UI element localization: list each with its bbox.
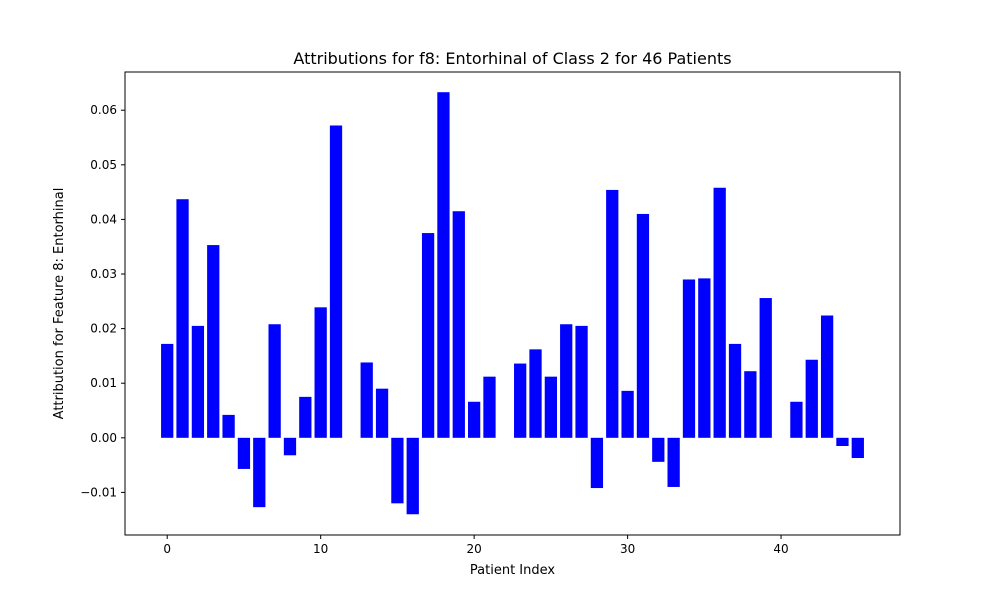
bars-group [161, 92, 864, 515]
y-tick-label: −0.01 [80, 485, 117, 499]
bar-patient-18 [437, 92, 450, 438]
y-tick-label: 0.05 [90, 158, 117, 172]
bar-patient-32 [652, 437, 665, 462]
bar-patient-25 [544, 376, 558, 438]
plot-frame [124, 71, 901, 536]
x-tick-label: 10 [313, 542, 328, 556]
chart-title: Attributions for f8: Entorhinal of Class… [293, 49, 731, 68]
bar-patient-36 [713, 187, 726, 438]
x-tick-label: 30 [620, 542, 635, 556]
bar-patient-21 [483, 376, 496, 438]
bar-patient-23 [514, 363, 527, 438]
y-tick-label: 0.06 [90, 103, 117, 117]
bar-patient-29 [606, 189, 619, 438]
bar-patient-4 [222, 414, 235, 438]
bar-patient-44 [836, 437, 849, 447]
y-tick-label: 0.04 [90, 212, 117, 226]
bar-patient-30 [621, 390, 634, 438]
bar-patient-5 [237, 437, 251, 469]
bar-patient-11 [329, 125, 343, 438]
x-tick-label: 40 [773, 542, 788, 556]
bar-patient-1 [176, 199, 189, 438]
x-axis-ticks: 0 10 20 30 40 [163, 535, 789, 556]
bar-patient-39 [759, 298, 772, 438]
bar-patient-13 [360, 362, 373, 438]
y-tick-label: 0.02 [90, 322, 117, 336]
bar-patient-31 [636, 213, 650, 438]
bar-patient-3 [207, 245, 220, 438]
bar-patient-38 [744, 371, 757, 438]
bar-patient-9 [299, 396, 312, 438]
bar-patient-42 [805, 359, 818, 438]
bar-patient-10 [314, 307, 327, 438]
bar-patient-20 [467, 401, 481, 438]
bar-patient-33 [667, 437, 680, 487]
bar-patient-37 [728, 343, 742, 438]
bar-patient-7 [268, 324, 281, 438]
y-tick-label: 0.03 [90, 267, 117, 281]
x-tick-label: 20 [466, 542, 481, 556]
bar-patient-27 [575, 325, 588, 438]
bar-patient-0 [161, 343, 174, 438]
bar-patient-45 [851, 437, 864, 459]
bar-patient-24 [529, 349, 542, 438]
bar-patient-2 [191, 325, 205, 438]
bar-patient-35 [698, 278, 711, 438]
y-tick-label: 0.00 [90, 431, 117, 445]
bar-patient-6 [253, 437, 266, 508]
y-tick-label: 0.01 [90, 376, 117, 390]
bar-patient-43 [820, 315, 834, 438]
x-tick-label: 0 [163, 542, 171, 556]
y-axis-label: Attribution for Feature 8: Entorhinal [52, 188, 67, 420]
bar-patient-41 [790, 401, 803, 438]
bar-patient-28 [590, 437, 604, 489]
bar-patient-26 [560, 324, 573, 438]
bar-patient-34 [682, 279, 696, 438]
bar-patient-14 [375, 388, 389, 438]
bar-patient-17 [421, 233, 435, 438]
bar-patient-16 [406, 437, 419, 515]
y-axis-ticks: −0.01 0.00 0.01 0.02 0.03 0.04 0.05 0.06 [80, 103, 125, 499]
bar-patient-8 [283, 437, 297, 456]
bar-patient-15 [391, 437, 404, 504]
x-axis-label: Patient Index [470, 563, 555, 578]
bar-patient-19 [452, 211, 465, 438]
